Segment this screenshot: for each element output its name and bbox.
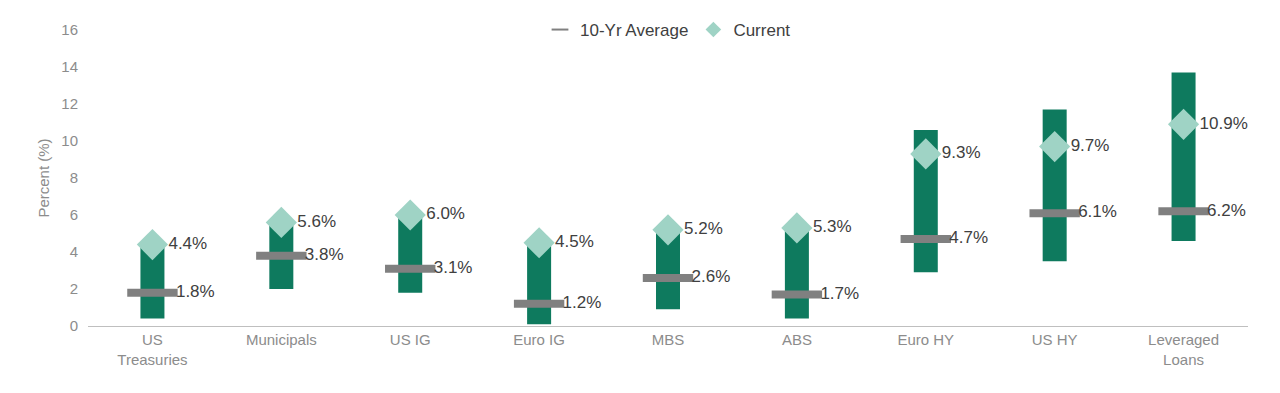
svg-text:6.1%: 6.1% — [1078, 202, 1117, 221]
svg-text:LeveragedLoans: LeveragedLoans — [1148, 331, 1219, 368]
svg-text:5.2%: 5.2% — [684, 219, 723, 238]
svg-text:0: 0 — [70, 317, 78, 334]
svg-text:10-Yr Average: 10-Yr Average — [580, 21, 688, 40]
svg-text:US IG: US IG — [390, 331, 431, 348]
svg-text:Current: Current — [733, 21, 790, 40]
svg-text:16: 16 — [61, 21, 78, 38]
svg-text:USTreasuries: USTreasuries — [117, 331, 187, 368]
svg-text:4.4%: 4.4% — [168, 234, 207, 253]
svg-text:Percent (%): Percent (%) — [35, 138, 52, 217]
svg-text:10: 10 — [61, 132, 78, 149]
svg-text:4.5%: 4.5% — [555, 232, 594, 251]
svg-text:1.7%: 1.7% — [820, 284, 859, 303]
svg-text:12: 12 — [61, 95, 78, 112]
svg-text:3.1%: 3.1% — [434, 258, 473, 277]
svg-text:ABS: ABS — [782, 331, 812, 348]
svg-text:6.2%: 6.2% — [1207, 201, 1246, 220]
svg-text:6.0%: 6.0% — [426, 204, 465, 223]
svg-text:Municipals: Municipals — [246, 331, 317, 348]
svg-text:1.8%: 1.8% — [176, 282, 215, 301]
svg-text:14: 14 — [61, 58, 78, 75]
svg-text:2: 2 — [70, 280, 78, 297]
svg-text:3.8%: 3.8% — [305, 245, 344, 264]
svg-text:MBS: MBS — [652, 331, 685, 348]
svg-text:US HY: US HY — [1032, 331, 1078, 348]
svg-text:6: 6 — [70, 206, 78, 223]
svg-text:5.3%: 5.3% — [813, 217, 852, 236]
svg-text:4.7%: 4.7% — [949, 228, 988, 247]
svg-text:5.6%: 5.6% — [297, 212, 336, 231]
svg-text:Euro HY: Euro HY — [897, 331, 954, 348]
svg-text:Euro IG: Euro IG — [513, 331, 565, 348]
svg-text:4: 4 — [70, 243, 78, 260]
svg-text:1.2%: 1.2% — [563, 293, 602, 312]
svg-text:2.6%: 2.6% — [692, 267, 731, 286]
svg-text:9.7%: 9.7% — [1071, 136, 1110, 155]
svg-text:10.9%: 10.9% — [1200, 114, 1248, 133]
svg-text:8: 8 — [70, 169, 78, 186]
svg-text:9.3%: 9.3% — [942, 143, 981, 162]
